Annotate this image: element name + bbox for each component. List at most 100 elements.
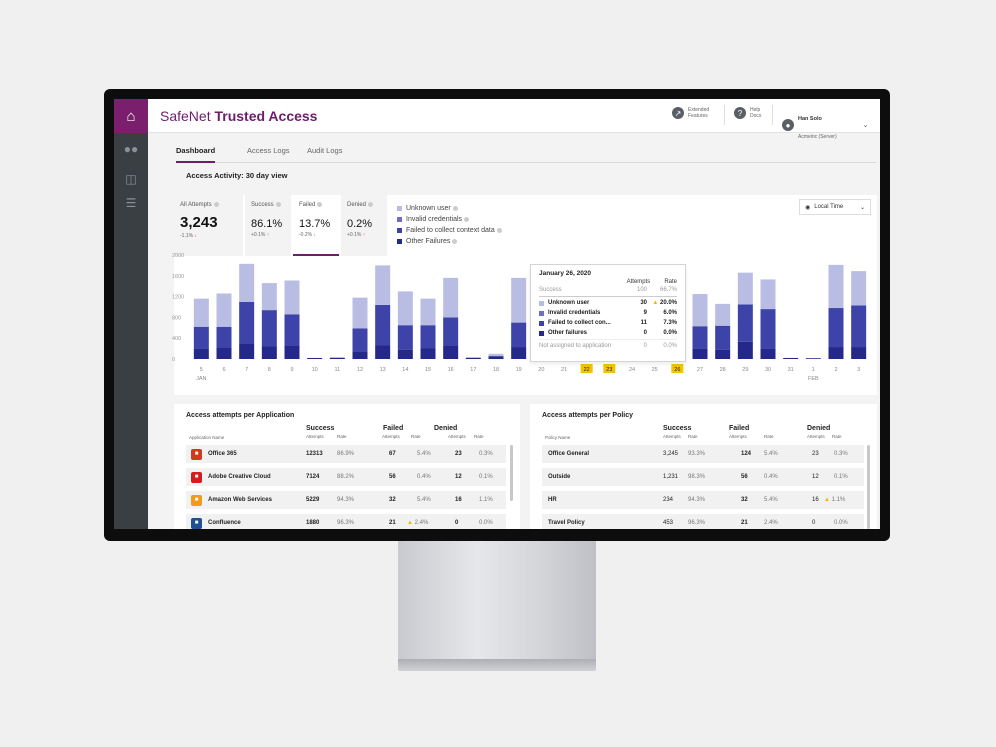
bar-segment[interactable] xyxy=(760,279,776,310)
bar-segment[interactable] xyxy=(193,326,209,349)
bar-segment[interactable] xyxy=(420,325,436,349)
legend-item[interactable]: Unknown user xyxy=(397,203,502,214)
bar-segment[interactable] xyxy=(329,357,345,359)
bar-segment[interactable] xyxy=(828,264,844,309)
bar-segment[interactable] xyxy=(760,309,776,349)
bar-segment[interactable] xyxy=(465,357,481,359)
user-menu[interactable]: ● Han Solo Acmeinc (Server) ⌄ xyxy=(782,107,869,143)
bar-segment[interactable] xyxy=(284,314,300,346)
x-tick-label: 22 xyxy=(584,367,590,373)
bar-segment[interactable] xyxy=(488,355,504,357)
bar-segment[interactable] xyxy=(828,347,844,359)
time-zone-select[interactable]: ◉ Local Time ⌄ xyxy=(799,199,871,215)
bar-segment[interactable] xyxy=(193,298,209,327)
bar-segment[interactable] xyxy=(692,294,708,327)
bar-segment[interactable] xyxy=(715,325,731,350)
bar-segment[interactable] xyxy=(805,358,821,359)
table-cell: 0.4% xyxy=(764,474,778,480)
aws-icon: ■ xyxy=(191,494,202,506)
table-cell: 23 xyxy=(455,451,462,457)
table-cell: 12313 xyxy=(306,451,323,457)
bar-segment[interactable] xyxy=(443,317,459,346)
users-icon[interactable]: ●● xyxy=(123,142,139,156)
x-tick-label: 1 xyxy=(812,367,815,373)
policy-scrollbar[interactable] xyxy=(867,445,870,529)
bar-segment[interactable] xyxy=(828,308,844,348)
bar-segment[interactable] xyxy=(737,341,753,359)
bar-segment[interactable] xyxy=(715,349,731,359)
table-row[interactable]: HR 234 94.3% 32 5.4% 16 ▲ 1.1% xyxy=(542,491,864,509)
bar-segment[interactable] xyxy=(783,357,799,359)
bar-segment[interactable] xyxy=(239,343,255,359)
bar-segment[interactable] xyxy=(420,348,436,359)
table-row[interactable]: ■ Office 365 12313 86.9% 67 5.4% 23 0.3% xyxy=(186,445,506,463)
bar-segment[interactable] xyxy=(511,322,527,348)
bar-segment[interactable] xyxy=(307,357,323,359)
bar-segment[interactable] xyxy=(352,328,368,352)
bar-segment[interactable] xyxy=(488,353,504,356)
legend-item[interactable]: Other Failures xyxy=(397,236,502,247)
bar-segment[interactable] xyxy=(851,347,867,359)
stat-all-attempts[interactable]: All Attempts 3,243 -1.1% ↓ xyxy=(174,195,243,256)
stat-denied[interactable]: Denied 0.2% +0.1% ↑ xyxy=(341,195,387,256)
stat-success[interactable]: Success 86.1% +0.1% ↑ xyxy=(245,195,291,256)
bar-segment[interactable] xyxy=(216,347,232,359)
header: SafeNet Trusted Access ↗ Extended Feature… xyxy=(148,99,880,140)
bar-segment[interactable] xyxy=(193,348,209,359)
bar-segment[interactable] xyxy=(375,304,391,346)
bar-segment[interactable] xyxy=(375,265,391,305)
apps-icon[interactable]: ◫ xyxy=(125,172,137,186)
home-icon[interactable]: ⌂ xyxy=(114,99,148,133)
table-row[interactable]: ■ Confluence 1880 96.3% 21 ▲ 2.4% 0 0.0% xyxy=(186,514,506,529)
x-tick-label: 8 xyxy=(268,367,271,373)
bar-segment[interactable] xyxy=(352,351,368,359)
bar-segment[interactable] xyxy=(284,280,300,315)
bar-segment[interactable] xyxy=(737,304,753,342)
table-row[interactable]: Outside 1,231 98.3% 56 0.4% 12 0.1% xyxy=(542,468,864,486)
bar-segment[interactable] xyxy=(760,348,776,359)
bar-segment[interactable] xyxy=(397,325,413,350)
bar-segment[interactable] xyxy=(261,310,277,347)
bar-segment[interactable] xyxy=(851,305,867,348)
tab-dashboard[interactable]: Dashboard xyxy=(176,146,216,163)
bar-segment[interactable] xyxy=(284,346,300,359)
bar-segment[interactable] xyxy=(511,347,527,359)
tab-audit-logs[interactable]: Audit Logs xyxy=(307,146,343,155)
bar-segment[interactable] xyxy=(239,263,255,302)
x-tick-label: 17 xyxy=(470,367,476,373)
legend-item[interactable]: Invalid credentials xyxy=(397,214,502,225)
bar-segment[interactable] xyxy=(692,348,708,359)
table-row[interactable]: ■ Adobe Creative Cloud 7124 88.2% 56 0.4% 12 0.… xyxy=(186,468,506,486)
bar-segment[interactable] xyxy=(261,346,277,359)
bar-segment[interactable] xyxy=(352,297,368,329)
bar-segment[interactable] xyxy=(692,326,708,349)
bar-segment[interactable] xyxy=(737,272,753,305)
bar-segment[interactable] xyxy=(216,326,232,348)
apps-scrollbar[interactable] xyxy=(510,445,513,501)
table-row[interactable]: ■ Amazon Web Services 5229 94.3% 32 5.4% 16 1.1… xyxy=(186,491,506,509)
chart-tooltip: January 26, 2020 Attempts Rate Success 100… xyxy=(530,264,686,362)
legend-item[interactable]: Failed to collect context data xyxy=(397,225,502,236)
bar-segment[interactable] xyxy=(397,349,413,359)
bar-segment[interactable] xyxy=(715,303,731,326)
extended-features-button[interactable]: ↗ Extended Features xyxy=(672,107,709,119)
bar-segment[interactable] xyxy=(375,345,391,359)
bar-segment[interactable] xyxy=(239,301,255,344)
table-row[interactable]: Office General 3,245 93.3% 124 5.4% 23 0.3% xyxy=(542,445,864,463)
bar-segment[interactable] xyxy=(420,298,436,326)
table-cell: 16 xyxy=(812,497,819,503)
bar-segment[interactable] xyxy=(397,291,413,326)
tab-access-logs[interactable]: Access Logs xyxy=(247,146,290,155)
chevron-down-icon[interactable]: ⌄ xyxy=(862,122,869,129)
bar-segment[interactable] xyxy=(851,271,867,306)
bar-segment[interactable] xyxy=(216,293,232,327)
stat-failed[interactable]: Failed 13.7% -0.2% ↓ xyxy=(293,195,339,256)
bar-segment[interactable] xyxy=(261,283,277,311)
help-docs-button[interactable]: ? Help Docs xyxy=(734,107,761,119)
bar-segment[interactable] xyxy=(488,356,504,359)
bar-segment[interactable] xyxy=(443,346,459,359)
policies-icon[interactable]: ☰ xyxy=(125,196,137,210)
bar-segment[interactable] xyxy=(511,277,527,323)
table-row[interactable]: Travel Policy 453 96.3% 21 2.4% 0 0.0% xyxy=(542,514,864,529)
bar-segment[interactable] xyxy=(443,277,459,318)
